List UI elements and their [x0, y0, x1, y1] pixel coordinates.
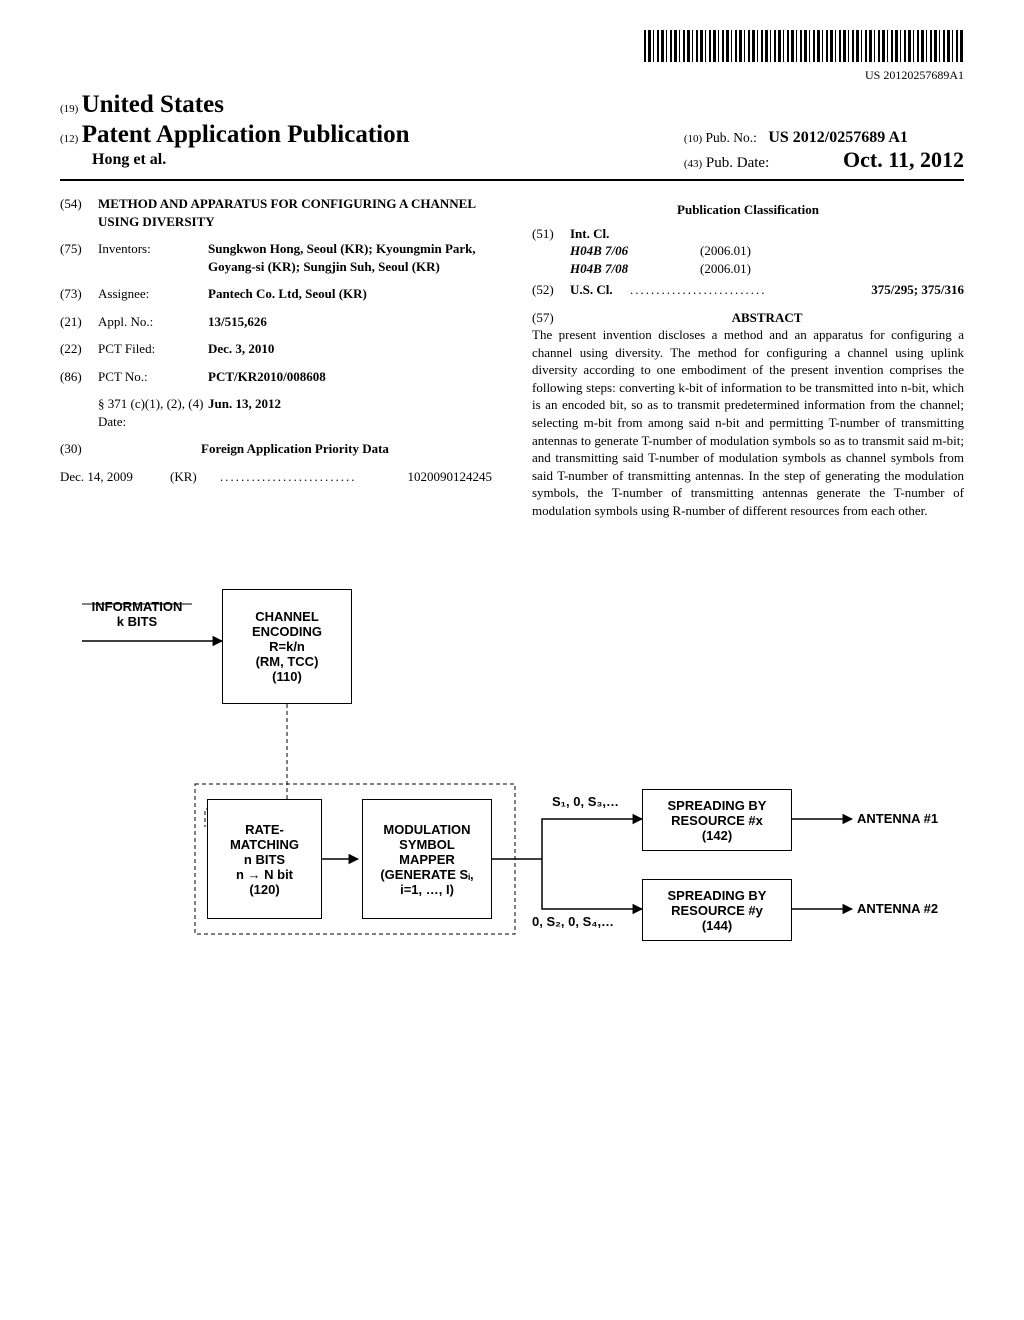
abstract-head: ABSTRACT: [570, 309, 964, 327]
dotfill: [220, 468, 408, 486]
s371-date: Jun. 13, 2012: [208, 395, 492, 430]
applno-code: (21): [60, 313, 98, 331]
country-code: (19): [60, 103, 78, 115]
pubdate-label: Pub. Date:: [706, 155, 769, 171]
foreign-date: Dec. 14, 2009: [60, 468, 170, 486]
diagram-connectors: [62, 569, 962, 999]
box-110: CHANNEL ENCODING R=k/n (RM, TCC) (110): [222, 589, 352, 704]
s371-label: § 371 (c)(1), (2), (4) Date:: [98, 395, 208, 430]
foreign-appno: 1020090124245: [408, 468, 493, 486]
inventors-code: (75): [60, 240, 98, 275]
kind-code: (12): [60, 133, 78, 145]
assignee-code: (73): [60, 285, 98, 303]
box-120: RATE- MATCHING n BITS n → N bit (120): [207, 799, 322, 919]
box-142: SPREADING BY RESOURCE #x (142): [642, 789, 792, 851]
box-144: SPREADING BY RESOURCE #y (144): [642, 879, 792, 941]
right-column: Publication Classification (51) Int. Cl.…: [532, 195, 964, 519]
intcl-code: (51): [532, 225, 570, 243]
pubclass-head: Publication Classification: [532, 201, 964, 219]
pubno-code: (10): [684, 133, 702, 145]
s371-spacer: [60, 395, 98, 430]
pctfiled: Dec. 3, 2010: [208, 340, 492, 358]
inventors: Sungkwon Hong, Seoul (KR); Kyoungmin Par…: [208, 240, 492, 275]
diagram: INFORMATION k BITS CHANNEL ENCODING R=k/…: [62, 569, 962, 999]
abstract-text: The present invention discloses a method…: [532, 326, 964, 519]
foreign-code: (30): [60, 440, 98, 458]
biblio-columns: (54) METHOD AND APPARATUS FOR CONFIGURIN…: [60, 195, 964, 519]
authors: Hong et al.: [92, 151, 410, 169]
sig-top: S₁, 0, S₃,…: [552, 794, 619, 809]
pctno: PCT/KR2010/008608: [208, 368, 492, 386]
pubno-label: Pub. No.:: [706, 130, 757, 145]
foreign-label: Foreign Application Priority Data: [98, 440, 492, 458]
abstract-code: (57): [532, 309, 570, 327]
uscl-label: U.S. Cl.: [570, 281, 630, 299]
pubno: US 2012/0257689 A1: [768, 129, 908, 146]
intcl2-year: (2006.01): [700, 260, 751, 278]
foreign-country: (KR): [170, 468, 220, 486]
dotfill2: [630, 281, 871, 299]
left-column: (54) METHOD AND APPARATUS FOR CONFIGURIN…: [60, 195, 492, 519]
info-label: INFORMATION k BITS: [82, 599, 192, 629]
barcode: [644, 30, 964, 62]
uscl-value: 375/295; 375/316: [871, 281, 964, 299]
ant2-label: ANTENNA #2: [857, 901, 938, 916]
barcode-text: US 20120257689A1: [60, 68, 964, 83]
title-code: (54): [60, 195, 98, 230]
intcl-label: Int. Cl.: [570, 225, 609, 243]
intcl1-code: H04B 7/06: [570, 242, 700, 260]
ant1-label: ANTENNA #1: [857, 811, 938, 826]
intcl2-code: H04B 7/08: [570, 260, 700, 278]
pubdate-code: (43): [684, 158, 702, 170]
applno-label: Appl. No.:: [98, 313, 208, 331]
pubdate: Oct. 11, 2012: [843, 147, 964, 172]
divider-thick: [60, 179, 964, 181]
applno: 13/515,626: [208, 313, 492, 331]
assignee: Pantech Co. Ltd, Seoul (KR): [208, 285, 492, 303]
pctfiled-code: (22): [60, 340, 98, 358]
assignee-label: Assignee:: [98, 285, 208, 303]
title: METHOD AND APPARATUS FOR CONFIGURING A C…: [98, 195, 492, 230]
header-block: (19) United States (12) Patent Applicati…: [60, 91, 964, 173]
doc-type: Patent Application Publication: [82, 121, 410, 148]
country: United States: [82, 91, 224, 118]
box-mapper: MODULATION SYMBOL MAPPER (GENERATE Sᵢ, i…: [362, 799, 492, 919]
pctno-code: (86): [60, 368, 98, 386]
uscl-code: (52): [532, 281, 570, 299]
barcode-area: US 20120257689A1: [60, 30, 964, 83]
inventors-label: Inventors:: [98, 240, 208, 275]
pctno-label: PCT No.:: [98, 368, 208, 386]
intcl1-year: (2006.01): [700, 242, 751, 260]
sig-bot: 0, S₂, 0, S₄,…: [532, 914, 614, 929]
pctfiled-label: PCT Filed:: [98, 340, 208, 358]
